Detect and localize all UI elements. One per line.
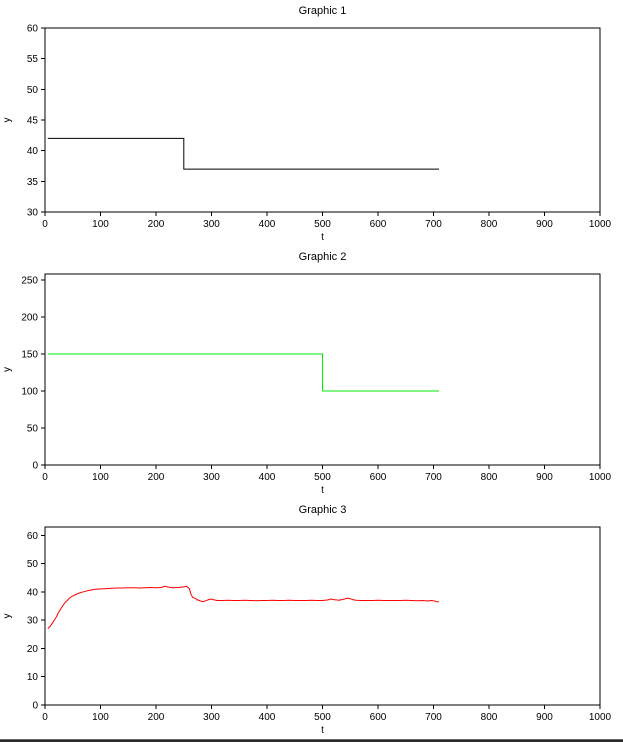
y-tick-label: 30	[27, 208, 39, 219]
x-axis-label: t	[321, 485, 324, 496]
plot-frame	[44, 526, 601, 706]
chart-title: Graphic 3	[299, 504, 347, 516]
y-tick-label: 60	[27, 531, 39, 542]
y-tick-label: 20	[27, 644, 39, 655]
x-tick-label: 600	[370, 712, 387, 723]
series-line-measured-response	[47, 585, 440, 630]
x-tick-label: 600	[370, 219, 387, 230]
y-tick-label: 30	[27, 616, 39, 627]
x-tick-label: 0	[42, 472, 48, 483]
x-tick-label: 800	[481, 712, 498, 723]
x-tick-label: 1000	[589, 219, 612, 230]
x-tick-label: 300	[203, 219, 220, 230]
y-axis-label: y	[2, 367, 13, 372]
x-tick-label: 300	[203, 712, 220, 723]
x-tick-label: 700	[425, 712, 442, 723]
series-line-step-signal-1	[47, 137, 439, 170]
x-tick-label: 900	[536, 712, 553, 723]
y-axis-label: y	[2, 614, 13, 619]
y-tick-label: 50	[27, 423, 39, 434]
x-tick-label: 800	[481, 472, 498, 483]
x-tick-label: 900	[536, 219, 553, 230]
chart-graphic-2: Graphic 20 100 200 300 400 500 600 700 800 900 100…	[2, 251, 612, 496]
x-tick-label: 400	[259, 472, 276, 483]
chart-graphic-1: Graphic 1 0 100 200 300 400 500 600 700 800 900 100…	[2, 5, 612, 243]
x-tick-label: 600	[370, 472, 387, 483]
y-tick-label: 250	[21, 275, 38, 286]
y-tick-label: 55	[27, 54, 39, 65]
y-tick-label: 0	[32, 461, 38, 472]
x-axis-label: t	[321, 725, 324, 736]
y-tick-label: 60	[27, 24, 39, 35]
x-tick-label: 100	[92, 712, 109, 723]
y-axis-label: y	[2, 118, 13, 123]
x-tick-label: 200	[148, 472, 165, 483]
y-tick-label: 45	[27, 116, 39, 127]
chart-title: Graphic 1	[299, 5, 347, 17]
y-tick-label: 40	[27, 146, 39, 157]
x-tick-label: 800	[481, 219, 498, 230]
y-tick-label: 200	[21, 312, 38, 323]
series-line-step-signal-2	[47, 353, 439, 392]
x-tick-label: 200	[148, 219, 165, 230]
x-tick-label: 700	[425, 219, 442, 230]
x-tick-label: 100	[92, 219, 109, 230]
x-tick-label: 400	[259, 712, 276, 723]
window-bottom-edge	[0, 739, 623, 742]
y-tick-label: 35	[27, 177, 39, 188]
x-tick-label: 0	[42, 219, 48, 230]
y-tick-label: 50	[27, 559, 39, 570]
x-axis-label: t	[321, 232, 324, 243]
x-tick-label: 500	[314, 472, 331, 483]
y-tick-label: 10	[27, 672, 39, 683]
x-tick-label: 700	[425, 472, 442, 483]
y-tick-label: 40	[27, 587, 39, 598]
x-tick-label: 500	[314, 712, 331, 723]
chart-title: Graphic 2	[299, 251, 347, 263]
chart-graphic-3: Graphic 30 100 200 300 400 500 600 700 800 900 100…	[2, 504, 612, 736]
x-tick-label: 0	[42, 712, 48, 723]
y-tick-label: 0	[32, 701, 38, 712]
y-tick-label: 50	[27, 85, 39, 96]
y-tick-label: 150	[21, 349, 38, 360]
x-tick-label: 100	[92, 472, 109, 483]
x-tick-label: 400	[259, 219, 276, 230]
x-tick-label: 500	[314, 219, 331, 230]
x-tick-label: 900	[536, 472, 553, 483]
y-tick-label: 100	[21, 386, 38, 397]
x-tick-label: 300	[203, 472, 220, 483]
plot-frame	[44, 27, 601, 213]
x-tick-label: 1000	[589, 712, 612, 723]
x-tick-label: 200	[148, 712, 165, 723]
x-tick-label: 1000	[589, 472, 612, 483]
